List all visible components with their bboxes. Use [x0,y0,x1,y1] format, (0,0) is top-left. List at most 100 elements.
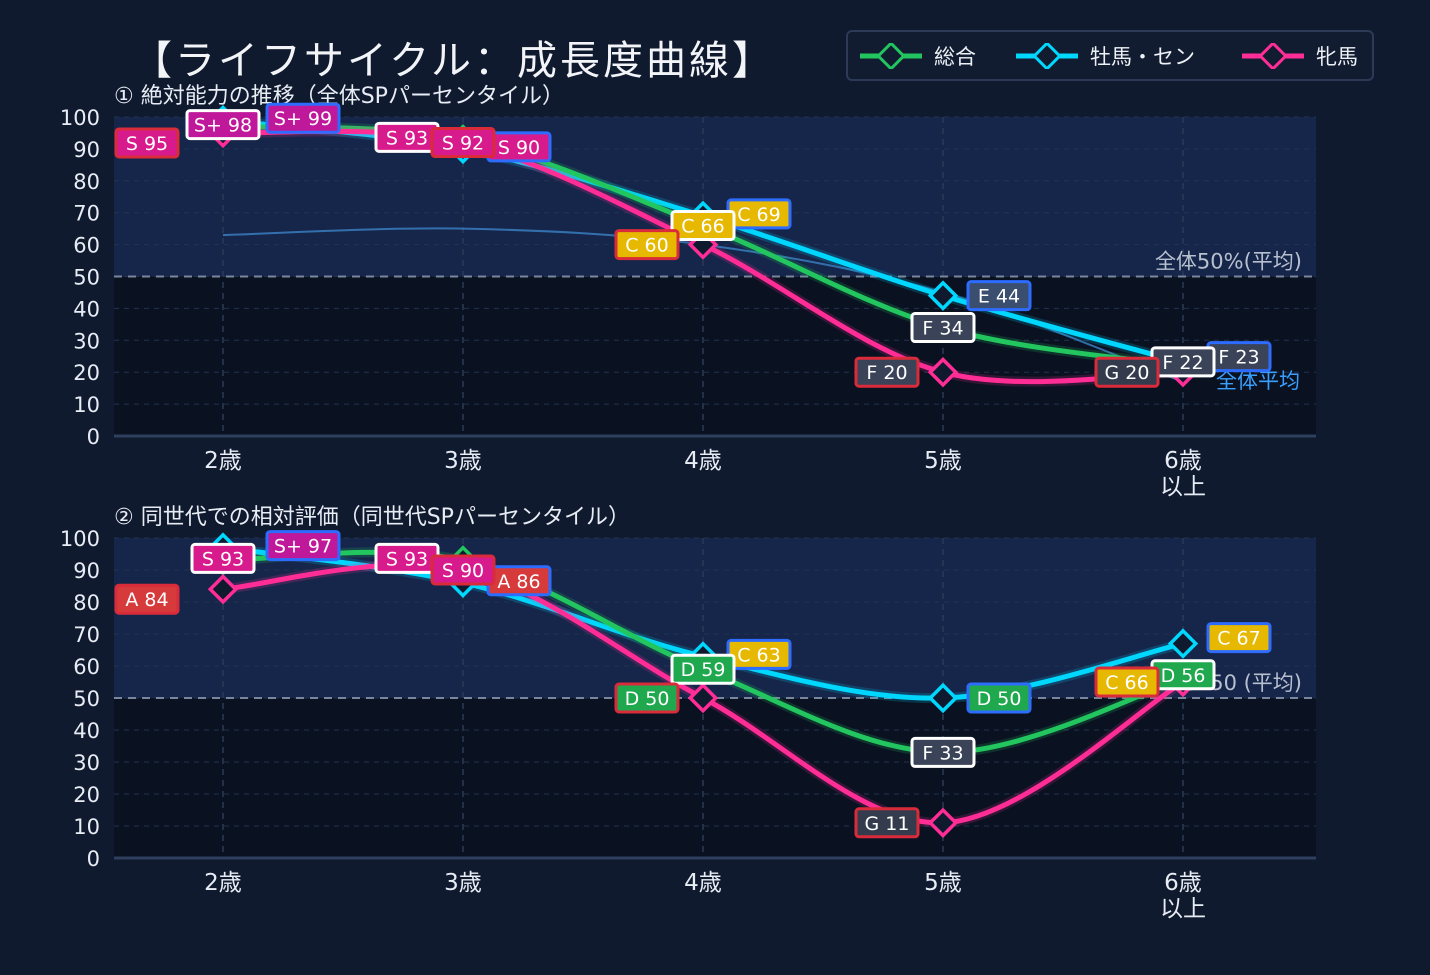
value-label-overall: S 93 [374,121,440,153]
value-label-box [854,807,920,839]
value-label-text: S 90 [442,560,484,582]
value-label-text: S 92 [442,133,484,155]
marker-mare [927,807,959,839]
value-label-box [430,554,496,586]
value-label-box [966,682,1032,714]
y-tick-label: 0 [87,425,100,449]
x-tick-label: 5歳 [924,870,962,896]
y-tick-label: 50 [73,687,100,711]
legend-label-mare: 牝馬 [1316,44,1358,69]
legend-item-overall: 総合 [858,32,976,79]
value-label-text: A 84 [125,589,168,611]
y-tick-label: 40 [73,297,100,321]
value-label-box [1094,356,1160,388]
value-label-text: D 56 [1161,665,1206,687]
marker-stallion [927,280,959,311]
x-tick-label: 3歳 [444,448,482,474]
value-label-stallion: C 67 [1206,622,1272,654]
value-label-stallion: S+ 99 [265,102,341,134]
value-label-stallion: D 50 [966,682,1032,714]
value-label-text: C 66 [1105,672,1148,694]
value-label-mare: S 90 [430,554,496,586]
value-label-text: D 59 [681,659,726,681]
value-label-box [614,682,680,714]
x-tick-label: 3歳 [444,870,482,896]
value-label-overall: S 93 [374,542,440,574]
marker-stallion [1167,628,1199,659]
value-label-box [614,229,680,261]
value-label-text: S 93 [386,548,428,570]
value-label-box [966,280,1032,312]
value-label-text: C 63 [737,644,780,666]
value-label-text: G 20 [1105,362,1150,384]
value-label-text: S+ 99 [274,108,332,130]
value-label-overall: D 56 [1150,659,1216,691]
value-label-text: F 23 [1218,347,1259,369]
value-label-text: D 50 [625,688,670,710]
value-label-text: S+ 97 [274,536,332,558]
value-label-mare: G 11 [854,807,920,839]
value-label-box [265,530,341,562]
value-label-overall: S 93 [190,542,256,574]
marker-mare [207,573,239,605]
value-label-mare: A 84 [114,583,180,615]
y-tick-label: 30 [73,329,100,353]
value-label-mare: G 20 [1094,356,1160,388]
y-tick-label: 90 [73,138,100,162]
value-label-box [1094,666,1160,698]
x-tick-label: 5歳 [924,448,962,474]
x-tick-label: 2歳 [204,870,242,896]
y-tick-label: 50 [73,266,100,290]
value-label-text: F 33 [922,742,963,764]
value-label-stallion: C 63 [726,638,792,670]
value-label-box [114,127,180,159]
value-label-text: F 20 [866,362,907,384]
value-label-overall: F 33 [910,736,976,768]
marker-mare [687,682,719,714]
plot-bg-lower [114,698,1316,858]
y-tick-label: 0 [87,847,100,871]
y-tick-label: 60 [73,234,100,258]
value-label-text: E 44 [978,286,1020,308]
value-label-text: C 67 [1217,628,1260,650]
legend-item-mare: 牝馬 [1240,32,1358,79]
value-label-mare: C 66 [1094,666,1160,698]
value-label-stallion: C 69 [726,198,792,230]
x-tick-label: 4歳 [684,870,722,896]
value-label-mare: F 20 [854,356,920,388]
y-tick-label: 20 [73,361,100,385]
value-label-box [1206,622,1272,654]
value-label-overall: S+ 98 [185,109,261,141]
value-label-text: C 69 [737,204,780,226]
legend-label-overall: 総合 [934,44,976,69]
value-label-box [265,102,341,134]
y-tick-label: 100 [60,106,100,130]
value-label-overall: F 22 [1150,346,1216,378]
chart-relative-evaluation: ② 同世代での相対評価（同世代SPパーセンタイル） 0 10 20 30 40 50 60 70… [60,505,1316,922]
reference-line-label: 全体50%(平均) [1155,250,1302,274]
y-tick-label: 100 [60,527,100,551]
value-label-stallion: S+ 97 [265,530,341,562]
value-label-text: S 93 [202,548,244,570]
value-label-text: F 34 [922,318,963,340]
value-label-overall: C 66 [670,209,736,241]
value-label-stallion: E 44 [966,280,1032,312]
value-label-box [114,583,180,615]
x-tick-label: 6歳以上 [1160,870,1206,922]
value-label-text: S 90 [498,137,540,159]
y-tick-label: 60 [73,655,100,679]
value-label-box [910,736,976,768]
value-label-text: A 86 [497,571,540,593]
legend-item-stallion: 牡馬・セン [1014,32,1195,79]
y-tick-label: 10 [73,393,100,417]
value-label-mare: S 95 [114,127,180,159]
average-curve-label: 全体平均 [1216,369,1300,393]
y-tick-label: 80 [73,170,100,194]
x-tick-label: 4歳 [684,448,722,474]
value-label-text: F 22 [1162,352,1203,374]
value-label-box [670,653,736,685]
value-label-text: S+ 98 [194,115,252,137]
value-label-text: C 66 [681,215,724,237]
y-tick-label: 20 [73,783,100,807]
chart-absolute-ability: ① 絶対能力の推移（全体SPパーセンタイル）010203040506070809… [60,84,1316,500]
